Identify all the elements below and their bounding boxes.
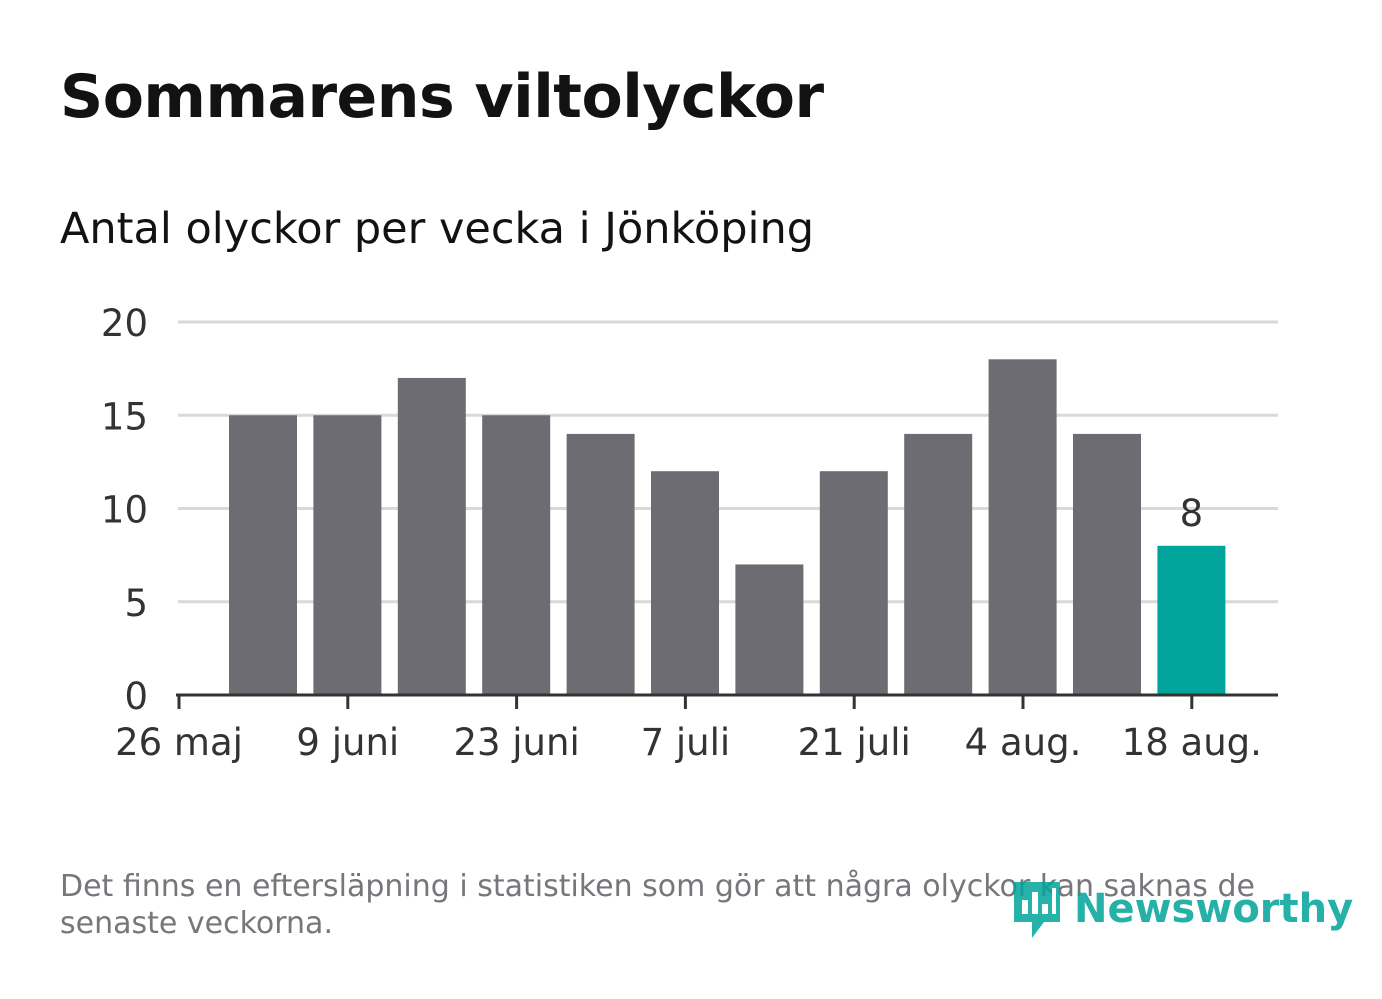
x-tick-label: 9 juni [296,721,399,764]
bar [904,433,973,695]
data-label: 8 [1180,492,1204,535]
chart-title: Sommarens viltolyckor [60,62,824,132]
newsworthy-logo: Newsworthy [1010,876,1353,942]
bar [988,359,1057,695]
bar [1073,433,1141,695]
y-tick-label: 0 [124,675,148,718]
bar-layer: 8 [229,359,1226,695]
bar [397,377,466,695]
bar [566,433,635,695]
x-tick-label: 4 aug. [965,721,1082,764]
bar [735,564,804,695]
chart-subtitle: Antal olyckor per vecka i Jönköping [60,204,814,254]
y-tick-label: 15 [101,395,148,438]
newsworthy-logo-icon [1014,882,1060,938]
bar [482,415,551,695]
axis-layer: 0 5 10 15 20 26 maj 9 juni 23 juni 7 juli 21 juli… [101,302,1278,764]
x-tick-label: 18 aug. [1122,721,1262,764]
y-tick-label: 5 [124,582,148,625]
x-tick-label: 21 juli [798,721,911,764]
bar [313,415,382,695]
y-tick-label: 20 [101,302,148,345]
y-tick-label: 10 [101,489,148,532]
logo-text: Newsworthy [1074,886,1354,932]
bar [651,471,719,695]
bar [229,415,297,695]
x-tick-label: 7 juli [641,721,731,764]
x-tick-label: 23 juni [453,721,579,764]
bar [819,471,888,695]
bar-highlight [1157,545,1226,695]
x-tick-label: 26 maj [115,721,243,764]
